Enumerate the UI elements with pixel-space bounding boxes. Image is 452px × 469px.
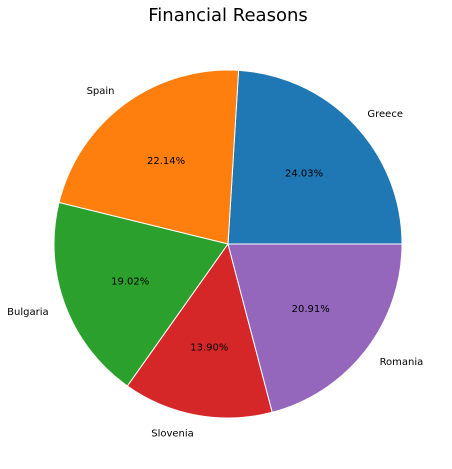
pie-labels: Greece 24.03% Spain 22.14% Bulgaria 19.02% Slo… [7,86,423,439]
category-label-slovenia: Slovenia [151,428,194,439]
category-label-spain: Spain [87,86,115,97]
pie-slice-romania [227,243,403,413]
category-label-greece: Greece [367,109,403,120]
chart-title: Financial Reasons [148,5,308,26]
percent-label-spain: 22.14% [147,156,185,167]
pie-slices [53,69,403,419]
pie-slice-bulgaria [53,201,229,387]
percent-label-bulgaria: 19.02% [111,276,149,287]
category-label-bulgaria: Bulgaria [7,307,48,318]
percent-label-romania: 20.91% [292,304,330,315]
category-label-romania: Romania [380,357,424,368]
percent-label-slovenia: 13.90% [190,343,228,354]
pie-slice-greece [227,69,403,245]
pie-slice-spain [58,69,240,245]
pie-slice-slovenia [126,242,273,419]
percent-label-greece: 24.03% [285,168,323,179]
